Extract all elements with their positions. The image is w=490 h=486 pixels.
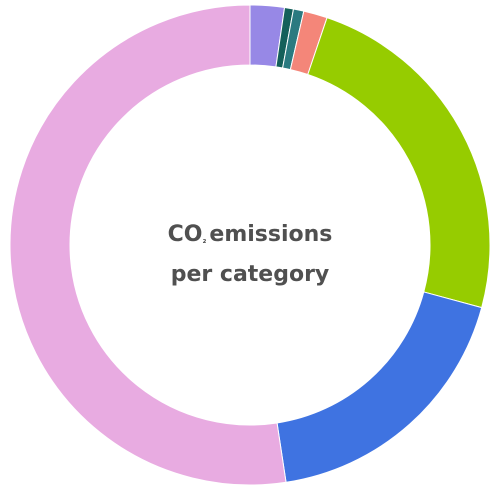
center-title-co: CO bbox=[167, 222, 203, 247]
donut-slices bbox=[9, 4, 490, 486]
chart-center-title: CO₂ emissions per category bbox=[0, 218, 490, 292]
center-title-line2: per category bbox=[170, 262, 330, 287]
center-title-emissions: emissions bbox=[209, 222, 333, 247]
donut-slice-7 bbox=[9, 4, 287, 486]
donut-slice-6 bbox=[276, 291, 483, 483]
center-title-subscript: ₂ bbox=[202, 236, 207, 246]
